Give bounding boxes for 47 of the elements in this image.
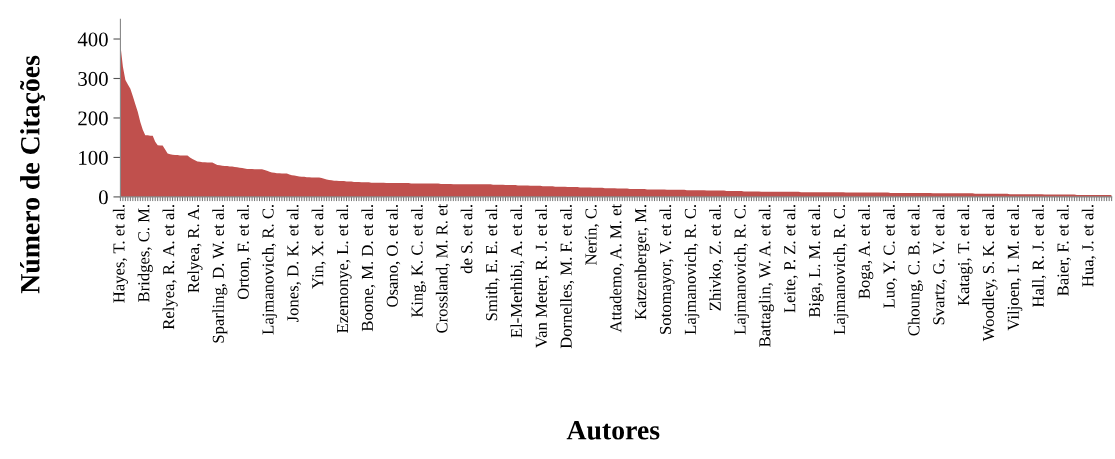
x-tick-label: Choung, C. B. et al.: [907, 204, 923, 336]
x-tick-label: Ezemonye, L. et al.: [336, 204, 352, 333]
x-tick-label: Osano, O. et al.: [386, 204, 401, 307]
y-tick-label: 300: [78, 71, 108, 86]
x-tick-label: Zhivko, Z. et al.: [709, 204, 724, 311]
x-tick-label: Katzenberger, M.: [634, 204, 650, 320]
y-tick-label: 400: [77, 32, 108, 47]
x-tick-label: Battaglin, W. A. et al.: [758, 204, 774, 347]
x-tick-label: Relyea, R. A. et al.: [162, 204, 178, 330]
x-tick-label: Boone, M. D. et al.: [361, 204, 376, 332]
x-tick-label: Bridges, C. M.: [137, 204, 153, 302]
x-tick-label: Leite, P. Z. et al.: [783, 204, 798, 313]
x-axis-title: Autores: [566, 420, 660, 440]
x-tick-label: Luo, Y. C. et al.: [883, 204, 898, 308]
y-tick-label: 200: [78, 111, 108, 126]
x-tick-label: Biga, L. M. et al.: [808, 204, 824, 318]
x-tick-label: Lajmanovich, R. C.: [261, 204, 278, 335]
x-tick-label: Boga, A. et al.: [858, 204, 874, 299]
x-tick-label: Sotomayor, V. et al.: [659, 204, 675, 334]
x-tick-label: Dornelles, M. F. et al.: [560, 204, 575, 349]
x-tick-label: King, K. C. et al.: [410, 204, 427, 318]
x-tick-label: Van Meter, R. J. et al.: [535, 204, 550, 348]
x-tick-label: Baier, F. et al.: [1056, 204, 1072, 296]
x-tick-label: Crossland, M. R. et: [435, 203, 450, 333]
y-tick-label: 0: [98, 190, 108, 205]
x-tick-label: Hall, R. J. et al.: [1032, 204, 1047, 308]
x-tick-label: Lajmanovich, R. C.: [733, 204, 750, 335]
x-tick-label: Jones, D. K. et al.: [286, 204, 301, 323]
x-tick-label: Hayes, T. et al.: [112, 204, 128, 303]
y-axis-title: Número de Citações: [20, 55, 46, 294]
x-tick-label: Orton, F. et al.: [237, 204, 252, 300]
x-tick-label: Relyea, R. A.: [187, 204, 203, 293]
y-tick-label: 100: [79, 150, 108, 165]
x-tick-label: de S. et al.: [460, 204, 473, 274]
x-tick-label: Attademo, A. M. et: [609, 203, 624, 333]
x-tick-label: Woodley, S. K. et al.: [982, 204, 998, 342]
x-tick-label: Sparling, D. W. et al.: [212, 204, 228, 343]
x-tick-label: Nerín, C.: [584, 204, 600, 265]
x-tick-label: Viljoen, I. M. et al.: [1007, 204, 1023, 331]
x-tick-label: Katagi, T. et al.: [957, 204, 973, 306]
x-tick-label: Yin, X. et al.: [311, 204, 326, 289]
x-tick-label: Lajmanovich, R. C.: [833, 204, 849, 335]
x-tick-label: Hua, J. et al.: [1081, 204, 1096, 287]
x-tick-label: El-Merhibi, A. et al.: [510, 204, 525, 338]
x-tick-label: Lajmanovich, R. C.: [684, 204, 700, 335]
x-tick-label: Svartz, G. V. et al.: [932, 204, 947, 325]
x-tick-label: Smith, E. E. et al.: [485, 204, 500, 321]
